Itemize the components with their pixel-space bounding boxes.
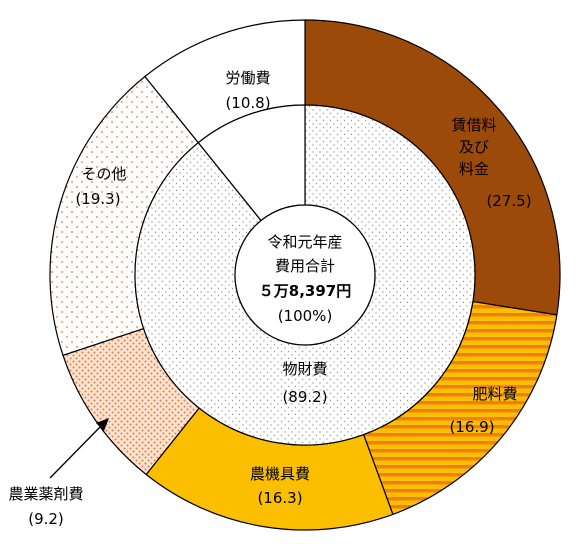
- center-line3: ５万8,397円: [259, 282, 351, 300]
- center-disc: [234, 204, 376, 346]
- label-machinery: 農機具費: [250, 465, 310, 483]
- label-other: その他: [81, 165, 126, 183]
- value-machinery: (16.3): [257, 489, 302, 507]
- label-rent-line2: 及び: [459, 138, 489, 156]
- value-pesticide: (9.2): [28, 510, 64, 528]
- pesticide-leader: [49, 418, 109, 479]
- label-rent-line3: 料金: [459, 160, 489, 178]
- label-fertilizer: 肥料費: [472, 385, 517, 403]
- center-line1: 令和元年産: [267, 233, 342, 251]
- value-material: (89.2): [282, 388, 327, 406]
- value-fertilizer: (16.9): [449, 418, 494, 436]
- value-other: (19.3): [75, 190, 120, 208]
- center-line2: 費用合計: [275, 257, 335, 275]
- label-pesticide: 農業薬剤費: [8, 485, 83, 503]
- label-labor: 労働費: [225, 69, 270, 87]
- slice-labels: 賃借料 及び 料金 (27.5) 肥料費 (16.9) 農機具費 (16.3) …: [8, 69, 531, 528]
- value-labor: (10.8): [225, 94, 270, 112]
- center-line4: (100%): [278, 307, 333, 325]
- label-material: 物財費: [282, 360, 327, 378]
- pesticide-leader-line: [49, 423, 104, 479]
- value-rent: (27.5): [486, 192, 531, 210]
- pesticide-leader-arrowhead: [96, 418, 109, 431]
- label-rent-line1: 賃借料: [451, 116, 496, 134]
